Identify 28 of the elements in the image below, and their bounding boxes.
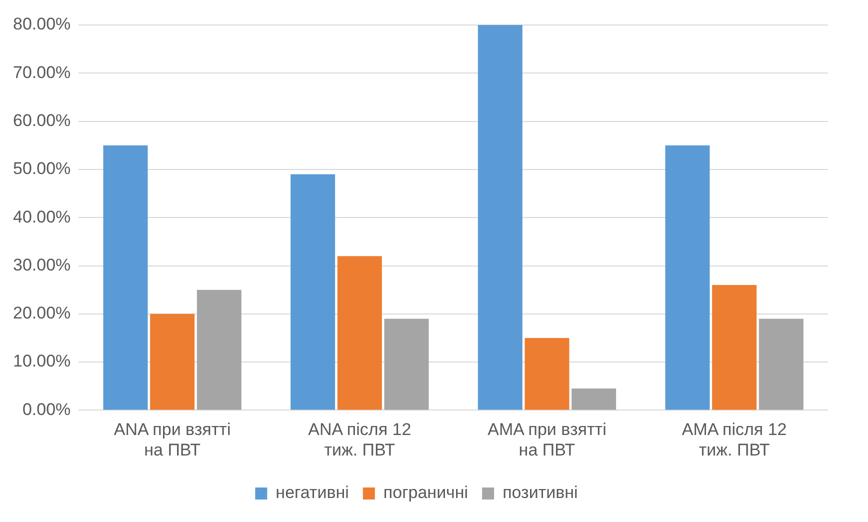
bar	[150, 314, 195, 410]
y-tick-label: 80.00%	[12, 14, 71, 34]
y-tick-label: 50.00%	[12, 159, 71, 178]
x-tick-label: AMA після 12 тиж. ПВТ	[682, 420, 787, 460]
y-tick-label: 60.00%	[12, 110, 71, 130]
bar	[384, 318, 429, 410]
bar	[524, 338, 570, 410]
bar	[290, 174, 336, 410]
bar	[665, 145, 710, 410]
legend-label: позитивні	[502, 483, 578, 502]
x-tick-label: AMA при взятті на ПВТ	[488, 420, 606, 460]
bar	[337, 256, 382, 410]
legend-label: пограничні	[383, 483, 468, 502]
y-tick-label: 30.00%	[12, 255, 71, 274]
y-tick-label: 10.00%	[12, 352, 71, 371]
bar	[712, 285, 757, 410]
y-tick-label: 20.00%	[12, 304, 71, 323]
bar	[478, 25, 522, 410]
x-tick-label: ANA після 12 тиж. ПВТ	[308, 420, 412, 460]
y-tick-label: 0.00%	[22, 400, 71, 419]
y-tick-label: 40.00%	[12, 207, 71, 226]
bar	[196, 290, 242, 410]
bar	[572, 388, 616, 410]
bar	[758, 318, 804, 410]
x-tick-label: ANA при взятті на ПВТ	[114, 420, 231, 460]
bar	[103, 145, 148, 410]
y-tick-label: 70.00%	[12, 62, 71, 82]
legend-label: негативні	[276, 483, 349, 502]
